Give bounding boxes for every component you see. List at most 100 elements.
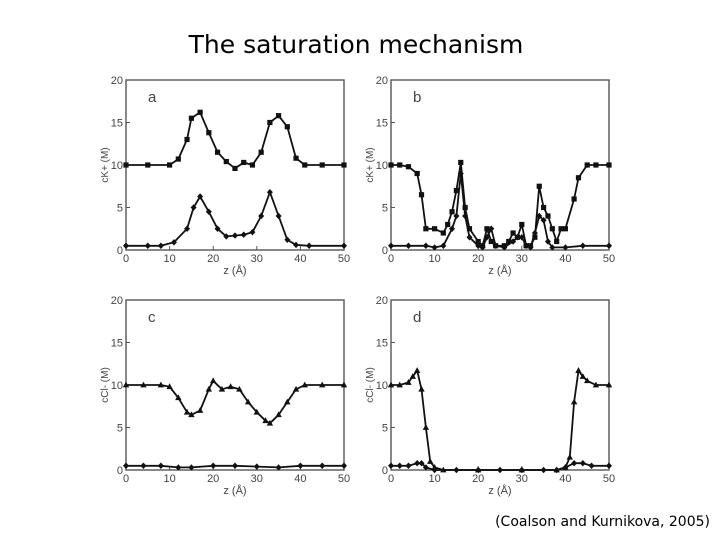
data-point-diamond [275, 464, 282, 471]
data-point-diamond [544, 238, 551, 245]
x-tick-label: 50 [603, 253, 615, 265]
y-tick-label: 20 [111, 295, 123, 307]
data-point-diamond [223, 233, 230, 240]
data-point-square [302, 162, 308, 168]
data-point-triangle [396, 381, 403, 388]
y-tick-label: 0 [382, 465, 388, 477]
data-point-square [284, 124, 290, 130]
data-point-triangle [236, 385, 243, 392]
data-point-diamond [431, 466, 438, 474]
data-point-diamond [488, 225, 495, 232]
x-tick-label: 40 [294, 473, 306, 485]
data-point-diamond [431, 244, 438, 251]
data-point-diamond [293, 241, 300, 249]
data-point-diamond [190, 204, 197, 211]
data-point-square [267, 119, 273, 126]
y-tick-label: 10 [111, 160, 123, 172]
data-point-triangle [140, 381, 147, 388]
data-point-diamond [249, 228, 256, 236]
x-tick-label: 40 [294, 253, 306, 265]
data-point-triangle [418, 385, 425, 392]
data-point-square [545, 213, 551, 219]
data-point-diamond [527, 244, 534, 251]
data-point-triangle [292, 385, 300, 392]
data-point-diamond [453, 466, 460, 474]
data-point-diamond [253, 463, 260, 470]
chart-d-svg: 0 5 10 15 20 0 10 20 30 40 50 z (Å) cCl- (M) d [365, 295, 615, 497]
data-point-diamond [462, 212, 469, 220]
data-point-square [506, 238, 512, 245]
y-axis-label: cCl- (M) [100, 367, 111, 403]
data-point-diamond [388, 462, 394, 469]
data-point-triangle [166, 383, 173, 390]
data-point-triangle [210, 377, 217, 384]
data-point-diamond [606, 462, 612, 469]
data-point-square [341, 162, 347, 168]
data-point-diamond [232, 462, 238, 469]
data-point-diamond [571, 460, 578, 467]
data-point-diamond [523, 242, 530, 249]
data-point-diamond [184, 225, 191, 232]
data-point-diamond [453, 212, 460, 220]
data-point-triangle [387, 381, 395, 388]
data-point-triangle [205, 385, 213, 392]
data-point-diamond [414, 460, 421, 467]
data-point-square [123, 162, 129, 168]
series-line-diamond [126, 191, 344, 247]
x-tick-label: 50 [338, 253, 350, 265]
data-point-square [258, 149, 264, 155]
y-tick-label: 10 [376, 160, 388, 172]
data-point-square [575, 175, 582, 181]
data-point-triangle [266, 419, 274, 426]
data-point-diamond [549, 244, 556, 251]
data-point-diamond [466, 234, 473, 241]
data-point-triangle [413, 367, 421, 373]
chart-panel-d: 0 5 10 15 20 0 10 20 30 40 50 z (Å) cCl- (M) d [365, 290, 615, 497]
data-point-diamond [157, 462, 164, 469]
data-point-triangle [301, 381, 308, 388]
data-point-diamond [449, 225, 456, 232]
y-tick-label: 20 [376, 295, 388, 307]
x-tick-label: 20 [207, 253, 219, 265]
data-point-diamond [483, 234, 490, 241]
x-tick-label: 10 [163, 253, 175, 265]
data-point-diamond [531, 229, 538, 237]
y-tick-label: 20 [376, 75, 388, 87]
data-point-square [458, 159, 464, 166]
data-point-square [571, 196, 577, 202]
data-point-diamond [306, 242, 313, 249]
x-tick-label: 30 [516, 473, 528, 485]
data-point-diamond [606, 242, 612, 249]
y-tick-label: 15 [376, 118, 388, 130]
data-point-diamond [440, 242, 447, 249]
data-point-triangle [188, 411, 195, 418]
data-point-diamond [210, 462, 217, 469]
data-point-diamond [205, 208, 212, 215]
chart-b-svg: 0 5 10 15 20 0 10 20 30 40 50 z (Å) cK+ (M) b [365, 75, 615, 277]
data-point-square [414, 170, 420, 177]
data-point-square [197, 109, 203, 115]
data-point-triangle [405, 379, 412, 385]
data-point-square [397, 162, 403, 168]
data-point-triangle [196, 407, 204, 413]
data-point-diamond [518, 234, 525, 241]
data-point-square [206, 130, 212, 136]
data-point-square [510, 230, 516, 236]
data-point-triangle [284, 398, 291, 405]
data-point-diamond [197, 193, 204, 200]
data-point-square [549, 226, 555, 232]
data-point-diamond [518, 466, 525, 474]
data-point-triangle [409, 373, 416, 379]
data-point-square [440, 230, 446, 236]
data-point-diamond [232, 232, 238, 239]
chart-c-svg: 0 5 10 15 20 0 10 20 30 40 50 z (Å) cCl- (M) c [100, 295, 350, 497]
plot-frame [390, 79, 610, 251]
data-point-square [175, 156, 181, 162]
data-point-diamond [140, 462, 147, 469]
data-point-diamond [319, 462, 326, 469]
data-point-diamond [240, 231, 247, 238]
y-tick-label: 0 [117, 245, 123, 257]
x-tick-label: 50 [338, 473, 350, 485]
x-tick-label: 30 [251, 253, 263, 265]
y-tick-label: 15 [111, 118, 123, 130]
